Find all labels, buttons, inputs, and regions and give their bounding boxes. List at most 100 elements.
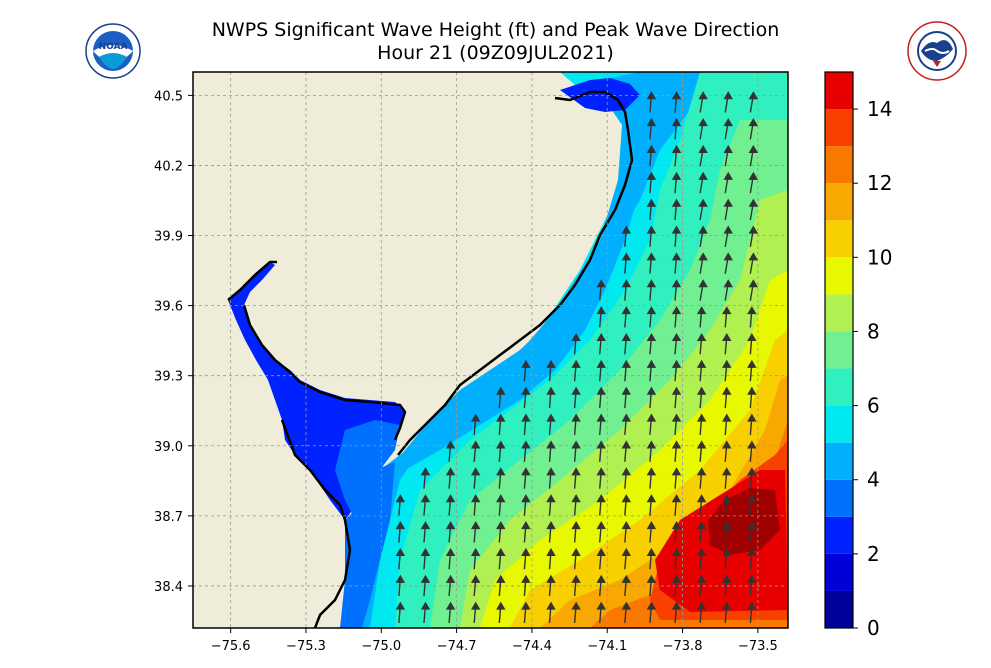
wave-direction-arrowhead: [747, 359, 757, 368]
wave-direction-arrowhead: [698, 225, 708, 234]
wave-direction-arrowhead: [747, 386, 757, 395]
wave-direction-arrowhead: [546, 467, 556, 476]
wave-direction-arrowhead: [747, 467, 757, 476]
wave-direction-arrowhead: [521, 547, 531, 556]
wave-direction-arrowhead: [698, 279, 708, 288]
wave-direction-arrowhead: [621, 332, 632, 342]
wave-direction-arrowhead: [698, 144, 708, 153]
wave-direction-arrowhead: [496, 574, 506, 583]
wave-direction-arrowhead: [596, 279, 606, 288]
wave-direction-arrowhead: [571, 359, 581, 368]
wave-direction-arrowhead: [698, 252, 708, 261]
wave-direction-arrowhead: [671, 520, 682, 530]
wave-direction-arrowhead: [722, 413, 732, 422]
wave-direction-arrowhead: [646, 91, 657, 100]
wave-direction-arrowhead: [445, 440, 456, 449]
chart-subtitle: Hour 21 (09Z09JUL2021): [377, 42, 614, 64]
wave-direction-arrowhead: [671, 279, 682, 288]
wave-direction-arrowhead: [621, 574, 632, 583]
wave-direction-arrowhead: [420, 574, 431, 583]
x-tick-label: −75.3: [286, 639, 326, 654]
wave-direction-arrowhead: [696, 386, 707, 395]
wave-direction-arrowhead: [646, 144, 657, 153]
colorbar-tick-label: 10: [867, 245, 892, 269]
y-tick-label: 38.4: [154, 580, 183, 595]
wave-direction-arrowhead: [646, 225, 657, 234]
wave-direction-arrowhead: [646, 171, 657, 180]
wave-direction-arrowhead: [496, 440, 506, 449]
x-tick-label: −75.6: [211, 639, 251, 654]
wave-direction-arrowhead: [671, 386, 682, 395]
wave-direction-arrowhead: [395, 601, 406, 610]
wave-direction-arrowhead: [571, 467, 581, 476]
wave-direction-arrowhead: [621, 306, 632, 315]
y-axis: 38.4 38.7 39.0 39.3 39.6 39.9 40.2 40.5: [154, 89, 193, 595]
wave-direction-arrowhead: [696, 520, 707, 530]
wave-direction-arrowhead: [596, 494, 606, 503]
wave-direction-arrowhead: [696, 332, 707, 342]
wave-direction-arrowhead: [470, 574, 481, 583]
wave-direction-arrowhead: [621, 252, 632, 261]
colorbar-tick-label: 0: [867, 616, 880, 640]
colorbar-tick-label: 8: [867, 319, 880, 343]
wave-direction-arrowhead: [747, 494, 757, 503]
x-tick-label: −74.7: [437, 639, 477, 654]
wave-direction-arrowhead: [521, 601, 531, 610]
wave-direction-arrowhead: [722, 332, 732, 342]
wave-direction-arrowhead: [747, 574, 757, 583]
wave-direction-arrowhead: [521, 440, 531, 449]
wave-direction-arrowhead: [696, 359, 707, 368]
wave-direction-arrowhead: [395, 574, 406, 583]
delaware-bay-mouth: [335, 420, 400, 520]
wave-direction-arrowhead: [521, 494, 531, 503]
wave-direction-arrowhead: [671, 306, 682, 315]
wave-direction-arrowhead: [546, 601, 556, 610]
wave-direction-arrowhead: [496, 601, 506, 610]
wave-direction-arrowhead: [571, 547, 581, 556]
wave-direction-arrowhead: [748, 279, 759, 288]
wave-direction-arrowhead: [646, 332, 657, 342]
wave-direction-arrowhead: [646, 386, 657, 395]
wave-direction-arrowhead: [671, 601, 682, 610]
wave-direction-arrowhead: [722, 520, 732, 530]
plot-frame: [192, 71, 789, 629]
wave-direction-arrowhead: [521, 467, 531, 476]
wave-direction-arrowhead: [470, 520, 481, 530]
wave-direction-arrowhead: [470, 547, 481, 556]
x-tick-label: −75.0: [361, 639, 401, 654]
wave-direction-arrowhead: [748, 171, 759, 180]
wave-direction-arrowhead: [747, 547, 757, 556]
wave-direction-arrowhead: [671, 144, 682, 153]
wave-direction-arrowhead: [445, 601, 456, 610]
y-tick-label: 39.3: [154, 370, 183, 385]
wave-direction-arrowhead: [571, 332, 581, 342]
y-tick-label: 39.9: [154, 230, 183, 245]
wave-direction-arrowhead: [420, 601, 431, 610]
wave-direction-arrowhead: [671, 332, 682, 342]
wave-direction-arrowhead: [546, 359, 556, 368]
colorbar-segment: [825, 220, 853, 258]
wave-direction-arrowhead: [571, 494, 581, 503]
map-grid: [193, 72, 788, 628]
x-tick-label: −73.5: [738, 639, 778, 654]
colorbar-segment: [825, 368, 853, 406]
wave-direction-arrowhead: [546, 574, 556, 583]
wave-direction-arrowhead: [395, 547, 406, 556]
wave-direction-arrowhead: [646, 467, 657, 476]
wave-direction-arrowhead: [646, 118, 657, 127]
wave-direction-arrowhead: [395, 494, 406, 503]
wave-direction-arrowhead: [646, 279, 657, 288]
wave-direction-arrowhead: [723, 198, 733, 207]
wave-direction-arrowhead: [696, 440, 707, 449]
wave-direction-arrowhead: [596, 306, 606, 315]
wave-direction-arrowhead: [521, 574, 531, 583]
wave-direction-arrowhead: [596, 332, 606, 342]
wave-direction-arrowhead: [470, 467, 481, 476]
wave-direction-arrowhead: [621, 359, 632, 368]
coastline: [227, 90, 634, 628]
wave-direction-arrowhead: [748, 225, 759, 234]
wave-direction-arrowhead: [395, 520, 406, 530]
colorbar-segment: [825, 442, 853, 480]
wave-direction-arrowhead: [722, 306, 732, 315]
wave-direction-arrowhead: [571, 601, 581, 610]
